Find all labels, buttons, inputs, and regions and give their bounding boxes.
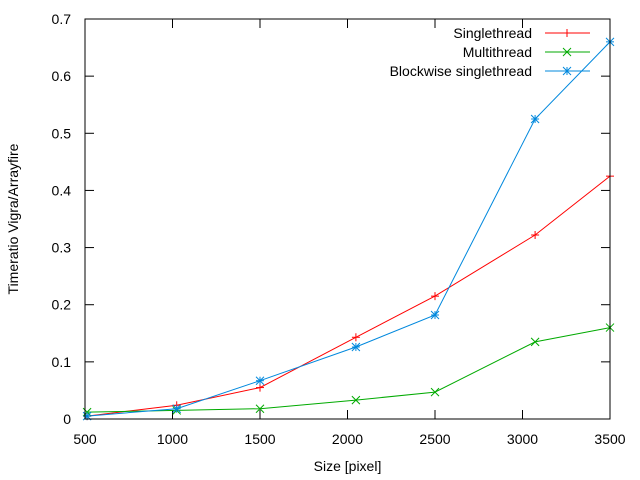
plot-frame <box>84 18 611 420</box>
data-point-blockwise-singlethread <box>430 310 440 320</box>
data-point-blockwise-singlethread <box>172 404 182 414</box>
y-tick-label: 0.5 <box>52 125 72 141</box>
data-point-multithread <box>430 387 440 397</box>
data-point-blockwise-singlethread <box>351 342 361 352</box>
y-tick-label: 0 <box>63 411 71 427</box>
data-point-multithread <box>530 337 540 347</box>
x-axis-title: Size [pixel] <box>314 458 382 474</box>
y-tick-label: 0.2 <box>52 297 72 313</box>
x-tick-label: 2500 <box>419 431 450 447</box>
y-tick-label: 0.7 <box>52 11 72 27</box>
y-tick-label: 0.3 <box>52 240 72 256</box>
legend-label: Singlethread <box>453 25 532 41</box>
series-line-singlethread <box>87 175 611 417</box>
legend-label: Blockwise singlethread <box>390 63 532 79</box>
legend-marker <box>562 66 572 76</box>
data-point-blockwise-singlethread <box>530 114 540 124</box>
x-tick-label: 500 <box>73 431 97 447</box>
x-tick-label: 3500 <box>594 431 625 447</box>
x-tick-label: 1500 <box>244 431 275 447</box>
legend-marker <box>562 47 572 57</box>
legend-marker <box>563 29 571 37</box>
x-tick-label: 1000 <box>157 431 188 447</box>
y-tick-label: 0.1 <box>52 354 72 370</box>
data-point-singlethread <box>256 383 264 392</box>
data-point-multithread <box>255 404 265 414</box>
y-tick-label: 0.6 <box>52 68 72 84</box>
y-tick-label: 0.4 <box>52 182 72 198</box>
plot-series <box>82 37 615 421</box>
legend: Singlethread Multithread Blockwise singlet… <box>390 25 590 79</box>
x-tick-label: 2000 <box>332 431 363 447</box>
data-point-singlethread <box>431 292 439 301</box>
x-tick-label: 3000 <box>507 431 538 447</box>
axis-ticks: 500 1000 1500 2000 2500 3000 3500 0 0.1 0.2 0.3 0.4… <box>52 11 626 447</box>
series-line-blockwise-singlethread <box>87 41 611 417</box>
data-point-singlethread <box>351 333 360 342</box>
legend-label: Multithread <box>463 44 532 60</box>
series-line-multithread <box>87 327 611 413</box>
data-point-multithread <box>351 395 361 405</box>
data-point-singlethread <box>531 231 540 239</box>
data-point-blockwise-singlethread <box>255 376 265 386</box>
y-axis-title: Timeratio Vigra/Arrayfire <box>5 143 21 294</box>
